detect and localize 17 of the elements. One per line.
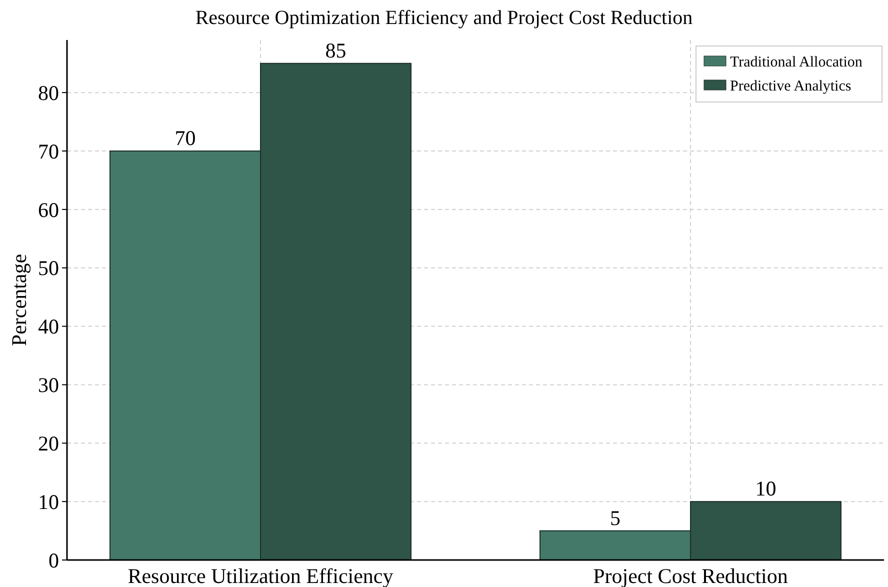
data-label: 10 — [755, 476, 776, 501]
y-tick-label: 70 — [38, 139, 59, 164]
y-tick-label: 0 — [48, 548, 59, 572]
y-tick-label: 40 — [38, 314, 59, 339]
legend-label: Traditional Allocation — [730, 54, 863, 70]
chart-title: Resource Optimization Efficiency and Project Cost Reduction — [195, 7, 693, 29]
y-tick-label: 60 — [38, 198, 59, 222]
y-tick-label: 20 — [38, 431, 59, 456]
data-label: 85 — [325, 38, 346, 62]
y-axis-title: Percentage — [7, 254, 31, 346]
legend-label: Predictive Analytics — [730, 78, 852, 94]
y-tick-label: 10 — [38, 490, 59, 514]
y-tick-label: 30 — [38, 373, 59, 398]
y-tick-label: 80 — [38, 80, 59, 105]
data-label: 5 — [610, 506, 620, 530]
data-label: 70 — [174, 126, 196, 150]
y-tick-label: 50 — [38, 256, 59, 280]
